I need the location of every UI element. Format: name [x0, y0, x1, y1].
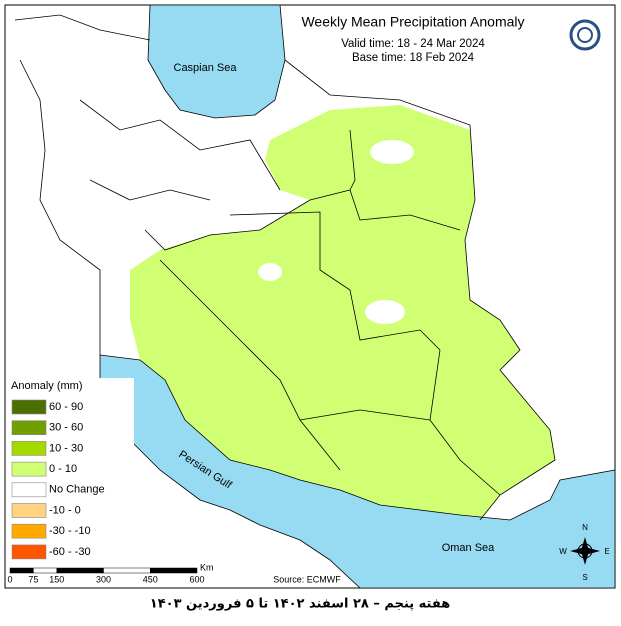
legend-swatch: [11, 420, 47, 436]
title: Weekly Mean Precipitation Anomaly: [301, 14, 524, 30]
source: Source: ECMWF: [273, 574, 341, 584]
legend-swatch: [11, 523, 47, 539]
compass-s: S: [582, 573, 587, 582]
legend-label: No Change: [49, 484, 105, 496]
scale-segment: [103, 567, 151, 574]
legend-swatch: [11, 503, 47, 518]
compass-w: W: [559, 547, 567, 556]
scale-segment: [33, 567, 57, 574]
legend-swatch: [11, 399, 47, 415]
legend-label: -10 - 0: [49, 504, 81, 516]
scale-tick-label: 450: [143, 574, 158, 584]
scale-segment: [56, 567, 104, 574]
legend-swatch: [11, 461, 47, 477]
legend-label: 10 - 30: [49, 442, 83, 454]
logo: [569, 19, 601, 51]
legend: Anomaly (mm) 60 - 90 30 - 60 10 - 30 0 - 10…: [8, 378, 134, 563]
sea-label: Caspian Sea: [174, 62, 238, 74]
sea-label: Oman Sea: [442, 542, 495, 554]
legend-label: -60 - -30: [49, 546, 91, 558]
legend-swatch: [11, 482, 47, 498]
caption: هفته پنجم – ۲۸ اسفند ۱۴۰۲ تا ۵ فروردین ۱…: [150, 597, 450, 612]
no-change-patch: [258, 263, 282, 281]
scale-tick-label: 300: [96, 574, 111, 584]
scale-segment: [150, 567, 198, 574]
legend-label: 0 - 10: [49, 463, 77, 475]
legend-swatch: [11, 544, 47, 560]
legend-label: 60 - 90: [49, 401, 83, 413]
no-change-patch: [370, 140, 414, 164]
caspian-sea: [147, 4, 286, 119]
compass-e: E: [604, 547, 609, 556]
legend-title: Anomaly (mm): [11, 380, 83, 392]
scale-tick-label: 0: [7, 574, 12, 584]
valid-time: Valid time: 18 - 24 Mar 2024: [341, 38, 485, 50]
legend-label: -30 - -10: [49, 525, 91, 537]
legend-swatch: [11, 441, 47, 456]
base-time: Base time: 18 Feb 2024: [352, 52, 475, 64]
borders: [14, 14, 556, 521]
scale-tick-label: 150: [49, 574, 64, 584]
scale-tick-label: 75: [28, 574, 38, 584]
legend-label: 30 - 60: [49, 422, 83, 434]
scale-segment: [9, 567, 34, 574]
scale-unit: Km: [200, 562, 214, 572]
compass-n: N: [582, 523, 588, 532]
anomaly-area: [130, 105, 555, 520]
compass: N E S W: [559, 523, 609, 582]
scale-tick-label: 600: [189, 574, 204, 584]
no-change-patch: [365, 300, 405, 324]
persian-gulf-oman-sea: [99, 354, 616, 589]
scale-bar: 0 75 150 300 450 600 Km: [7, 562, 213, 584]
